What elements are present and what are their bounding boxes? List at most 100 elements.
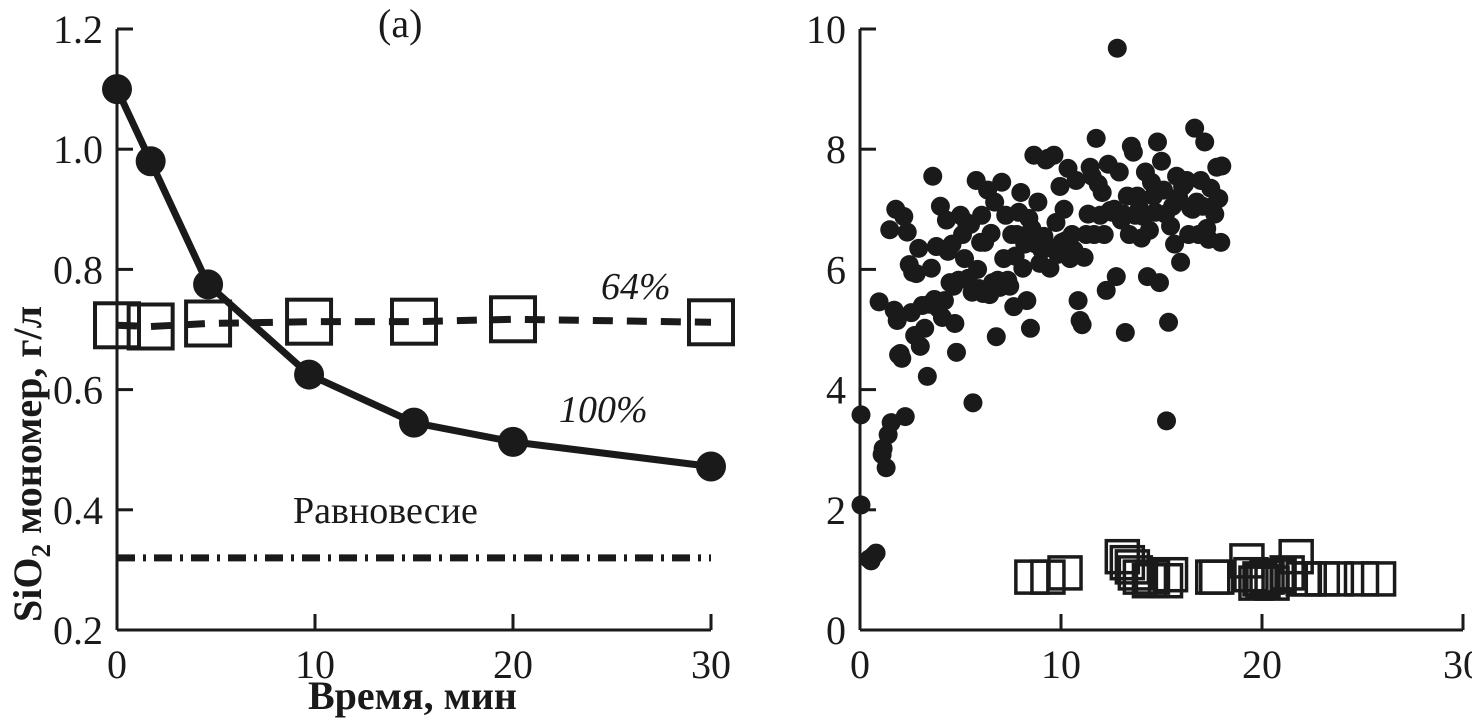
y-tick-label: 2 xyxy=(826,488,846,533)
data-point-circle-100 xyxy=(1068,291,1088,311)
x-tick-label: 0 xyxy=(850,642,870,687)
data-point-circle-100 xyxy=(1185,118,1205,138)
panel-b-plot: 0 2 4 6 8 10 0 10 20 30 xyxy=(806,7,1472,687)
data-point-square-64 xyxy=(1318,561,1355,597)
panel-a-label-100: 100% xyxy=(559,389,648,431)
panel-a-x-axis-title: Время, мин xyxy=(308,673,517,718)
x-tick-label: 10 xyxy=(1041,642,1081,687)
data-point-square-64 xyxy=(93,301,141,350)
data-point-circle-100 xyxy=(1109,162,1129,182)
y-tick-label: 10 xyxy=(806,7,846,52)
data-point-circle-100 xyxy=(1062,225,1082,245)
x-tick-label: 20 xyxy=(1242,642,1282,687)
data-point-circle-100 xyxy=(906,264,926,284)
data-point-circle-100 xyxy=(1149,273,1169,293)
data-point-circle-100 xyxy=(917,366,937,386)
data-point-circle-100 xyxy=(923,166,943,186)
data-point-circle-100 xyxy=(1044,145,1064,165)
data-point-circle-100 xyxy=(955,249,975,269)
y-tick-label: 0.6 xyxy=(53,368,103,413)
data-point-square-64 xyxy=(1147,562,1184,599)
data-point-circle-100 xyxy=(1096,280,1116,300)
x-tick-label: 0 xyxy=(107,642,127,687)
data-point-circle-100 xyxy=(869,292,889,312)
data-point-circle-100 xyxy=(866,543,886,563)
panel-a-tag: (a) xyxy=(378,1,423,46)
data-point-circle-100 xyxy=(1020,318,1040,338)
data-point-circle-100 xyxy=(892,348,912,368)
x-tick-label: 30 xyxy=(691,642,731,687)
data-point-square-64 xyxy=(1134,559,1171,595)
data-point-circle-100 xyxy=(1171,252,1191,272)
data-point-circle-100 xyxy=(1212,156,1232,176)
data-point-circle-100 xyxy=(1074,247,1094,267)
data-point-circle-100 xyxy=(1000,276,1020,296)
x-tick-label: 20 xyxy=(493,642,533,687)
data-point-circle-100 xyxy=(294,359,325,390)
data-point-circle-100 xyxy=(1159,312,1179,332)
chart-panel-b: 02468100102030 (б) Время, мин Диаметр ча… xyxy=(736,0,1472,723)
data-point-circle-100 xyxy=(1161,216,1181,236)
data-point-circle-100 xyxy=(1094,225,1114,245)
y-tick-label: 0 xyxy=(826,608,846,653)
data-point-circle-100 xyxy=(972,205,992,225)
data-point-circle-100 xyxy=(887,310,907,330)
data-point-circle-100 xyxy=(1072,315,1092,335)
data-point-square-64 xyxy=(184,299,233,348)
data-point-circle-100 xyxy=(498,426,528,457)
data-point-square-64 xyxy=(1047,555,1083,591)
data-point-circle-100 xyxy=(895,407,915,427)
data-point-circle-100 xyxy=(880,220,900,240)
data-point-square-64 xyxy=(687,298,735,347)
data-point-square-64 xyxy=(489,295,537,344)
data-point-circle-100 xyxy=(986,327,1006,347)
data-point-circle-100 xyxy=(894,207,914,227)
data-point-circle-100 xyxy=(1050,176,1070,196)
data-point-circle-100 xyxy=(1040,258,1060,278)
data-point-square-64 xyxy=(390,297,438,346)
data-point-circle-100 xyxy=(1205,204,1225,224)
y-tick-label: 6 xyxy=(826,247,846,292)
y-axis-title-rest: мономер, г/л xyxy=(5,305,50,544)
data-point-circle-100 xyxy=(1147,132,1167,152)
y-axis-title-main: SiO xyxy=(5,557,50,622)
data-point-circle-100 xyxy=(968,259,988,279)
y-tick-label: 0.2 xyxy=(53,608,103,653)
data-point-square-64 xyxy=(285,297,334,346)
data-point-circle-100 xyxy=(934,291,954,311)
data-point-circle-100 xyxy=(135,146,166,177)
data-point-circle-100 xyxy=(1017,291,1037,311)
data-point-square-64 xyxy=(1242,561,1278,597)
data-point-circle-100 xyxy=(696,451,726,482)
y-axis-title-subscript: 2 xyxy=(26,543,56,558)
data-point-circle-100 xyxy=(1107,38,1127,58)
y-tick-label: 8 xyxy=(826,127,846,172)
data-point-circle-100 xyxy=(909,238,929,258)
data-point-circle-100 xyxy=(921,258,941,278)
data-point-square-64 xyxy=(1360,561,1397,597)
data-point-circle-100 xyxy=(963,393,983,413)
data-point-circle-100 xyxy=(1154,180,1174,200)
x-tick-label: 30 xyxy=(1443,642,1472,687)
data-point-square-64 xyxy=(1152,556,1189,593)
chart-panel-a: 0.2 0.4 0.6 0.8 1.0 1.2 0 10 20 30 (a) Время, мин… xyxy=(5,1,735,718)
data-point-circle-100 xyxy=(910,336,930,356)
data-point-circle-100 xyxy=(1152,151,1171,171)
data-point-circle-100 xyxy=(851,405,871,425)
data-point-circle-100 xyxy=(1066,170,1086,190)
data-point-circle-100 xyxy=(1115,323,1135,343)
data-point-circle-100 xyxy=(1011,182,1031,202)
panel-a-plot: 0.2 0.4 0.6 0.8 1.0 1.2 0 10 20 30 xyxy=(53,7,735,687)
data-point-circle-100 xyxy=(915,318,935,338)
y-tick-label: 0.8 xyxy=(53,247,103,292)
y-tick-label: 0.4 xyxy=(53,488,103,533)
data-point-circle-100 xyxy=(851,495,871,515)
data-point-circle-100 xyxy=(1086,128,1106,148)
data-point-circle-100 xyxy=(1106,267,1126,287)
panel-a-label-equilibrium: Равновесие xyxy=(293,490,478,532)
data-point-circle-100 xyxy=(1139,220,1159,240)
x-tick-label: 10 xyxy=(295,642,335,687)
data-point-circle-100 xyxy=(897,222,917,242)
data-point-circle-100 xyxy=(193,269,224,300)
